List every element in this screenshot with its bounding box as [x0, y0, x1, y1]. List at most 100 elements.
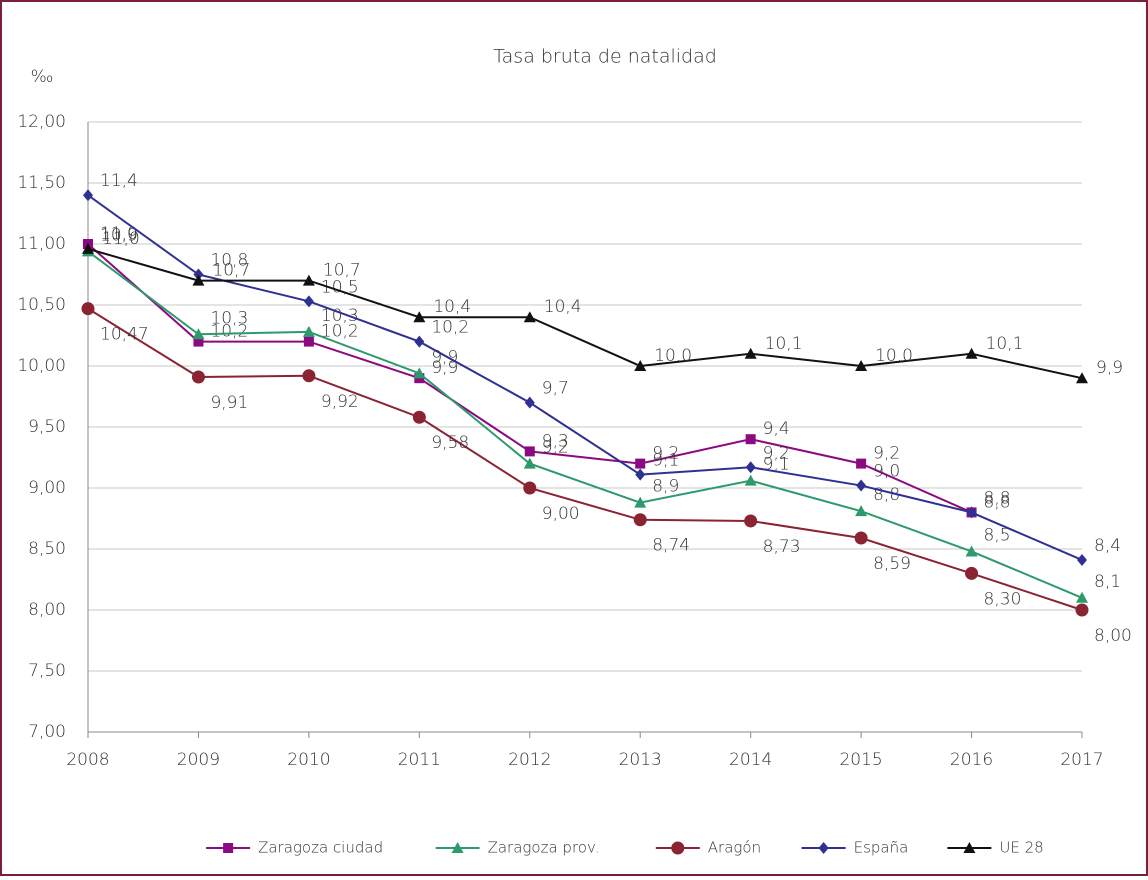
marker	[965, 545, 978, 557]
marker	[523, 311, 536, 323]
x-tick-label: 2015	[839, 750, 882, 770]
y-tick-label: 11,00	[17, 234, 66, 254]
marker	[671, 841, 685, 855]
x-tick-label: 2011	[398, 750, 441, 770]
data-label: 9,00	[542, 504, 580, 524]
marker	[745, 461, 756, 474]
marker	[1077, 553, 1087, 566]
y-tick-label: 8,50	[28, 539, 66, 559]
x-tick-label: 2012	[508, 750, 551, 770]
marker	[633, 513, 647, 527]
marker	[965, 566, 979, 580]
marker	[965, 347, 978, 359]
marker	[414, 335, 425, 348]
data-label: 9,9	[1096, 358, 1123, 378]
marker	[191, 370, 205, 384]
x-tick-label: 2016	[950, 750, 993, 770]
marker	[744, 474, 757, 486]
data-label: 9,7	[542, 379, 569, 399]
marker	[223, 843, 234, 853]
y-tick-label: 12,00	[17, 112, 66, 132]
data-label: 10,7	[212, 261, 250, 281]
y-tick-label: 10,50	[17, 295, 66, 315]
series-line	[87, 194, 1083, 561]
marker	[855, 505, 868, 517]
legend-label: UE 28	[999, 839, 1043, 857]
data-label: 10,4	[433, 297, 471, 317]
y-tick-label: 11,50	[17, 173, 66, 193]
marker	[82, 242, 94, 254]
data-label: 8,4	[1094, 536, 1121, 556]
marker	[1076, 591, 1088, 603]
marker	[193, 336, 204, 347]
marker	[81, 302, 95, 316]
data-label: 10,2	[431, 318, 469, 338]
marker	[635, 458, 646, 469]
legend-label: Zaragoza prov.	[488, 839, 600, 857]
marker	[192, 274, 205, 286]
marker	[854, 531, 868, 545]
y-tick-label: 9,00	[28, 478, 66, 498]
marker	[856, 479, 867, 492]
data-label: 9,91	[210, 393, 248, 413]
data-label: 10,4	[544, 297, 582, 317]
legend-label: España	[854, 839, 909, 857]
marker	[302, 325, 315, 337]
data-label: 8,00	[1094, 626, 1132, 646]
data-label: 9,2	[763, 443, 790, 463]
marker	[524, 446, 535, 457]
data-label: 10,0	[875, 346, 913, 366]
data-label: 9,92	[321, 392, 359, 412]
data-label: 9,4	[763, 419, 790, 439]
legend-label: Zaragoza ciudad	[258, 839, 383, 857]
data-label: 11,0	[100, 224, 138, 244]
legend-label: Aragón	[708, 839, 761, 857]
data-label: 9,2	[873, 444, 900, 464]
data-label: 9,9	[431, 358, 458, 378]
marker	[818, 842, 829, 854]
data-label: 10,3	[321, 306, 359, 326]
y-tick-label: 9,50	[28, 417, 66, 437]
data-label: 10,8	[210, 251, 248, 271]
marker	[303, 336, 314, 347]
data-label: 8,30	[984, 589, 1022, 609]
data-label: 8,74	[652, 536, 690, 556]
data-label: 10,9	[100, 225, 138, 245]
marker	[523, 457, 536, 469]
data-label: 10,7	[323, 261, 361, 281]
x-tick-label: 2014	[729, 750, 772, 770]
marker	[83, 189, 93, 202]
chart-title: Tasa bruta de natalidad	[493, 46, 717, 68]
marker	[634, 496, 647, 508]
marker	[302, 274, 315, 286]
marker	[635, 468, 646, 481]
x-tick-label: 2008	[66, 750, 109, 770]
series-line	[87, 250, 1083, 599]
data-label: 8,5	[984, 525, 1011, 545]
data-label: 10,1	[765, 334, 803, 354]
marker	[524, 396, 535, 409]
marker	[523, 481, 537, 495]
data-label: 9,2	[542, 438, 569, 458]
marker	[966, 506, 977, 519]
marker	[192, 328, 205, 340]
data-label: 10,2	[321, 322, 359, 342]
data-label: 10,2	[210, 322, 248, 342]
data-label: 10,1	[986, 334, 1024, 354]
data-label: 10,3	[210, 308, 248, 328]
x-tick-label: 2013	[619, 750, 662, 770]
data-label: 8,1	[1094, 572, 1121, 592]
data-label: 9,1	[652, 451, 679, 471]
marker	[855, 360, 868, 371]
series-line	[87, 307, 1083, 611]
data-label: 9,58	[431, 433, 469, 453]
marker	[1075, 603, 1089, 617]
marker	[302, 369, 316, 383]
marker	[412, 410, 426, 424]
marker	[744, 514, 758, 528]
y-tick-label: 7,50	[28, 661, 66, 681]
x-tick-label: 2017	[1060, 750, 1103, 770]
y-tick-label: 7,00	[28, 722, 66, 742]
